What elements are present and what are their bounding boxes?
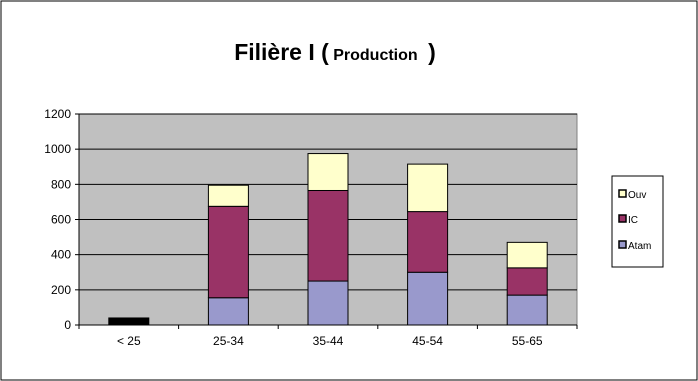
bar-extra-0	[108, 317, 150, 326]
y-tick-label: 800	[51, 177, 71, 191]
y-tick-label: 400	[51, 248, 71, 262]
y-tick-label: 1000	[44, 142, 71, 156]
y-tick-label: 200	[51, 283, 71, 297]
legend-swatch-ouv	[618, 189, 627, 198]
y-tick-label: 1200	[44, 107, 71, 121]
bar-ouv-1	[207, 184, 249, 207]
bar-atam-1	[207, 297, 249, 326]
legend-swatch-ic	[618, 214, 627, 223]
bar-ouv-3	[407, 163, 449, 213]
chart-title-main: Filière I (	[234, 39, 329, 65]
x-tick-label: 55-65	[512, 334, 543, 348]
chart-title: Filière I ( Production )	[234, 39, 436, 65]
legend-label-ic: IC	[628, 215, 638, 226]
x-tick-label: 35-44	[313, 334, 344, 348]
legend: Ouv IC Atam	[611, 175, 664, 268]
bar-atam-4	[506, 294, 548, 326]
bar-atam-3	[407, 271, 449, 326]
chart-title-sub: Production	[333, 47, 417, 64]
legend-label-ouv: Ouv	[628, 190, 646, 201]
bar-ic-4	[506, 267, 548, 296]
legend-label-atam: Atam	[628, 241, 651, 252]
chart-title-close: )	[428, 39, 436, 65]
x-axis: < 25 25-34 35-44 45-54 55-65	[78, 324, 578, 348]
legend-swatch-atam	[618, 240, 627, 249]
bar-ic-3	[407, 211, 449, 273]
bar-atam-2	[307, 280, 349, 326]
bar-ic-2	[307, 189, 349, 282]
y-tick-label: 0	[64, 318, 71, 332]
bar-ouv-2	[307, 153, 349, 191]
x-tick-label: 45-54	[412, 334, 443, 348]
y-tick-label: 600	[51, 213, 71, 227]
bar-ouv-4	[506, 241, 548, 269]
bars	[108, 153, 548, 326]
bar-ic-1	[207, 205, 249, 299]
y-axis: 0 200 400 600 800 1000 1200	[44, 107, 80, 332]
x-tick-label: < 25	[117, 334, 141, 348]
x-tick-label: 25-34	[213, 334, 244, 348]
